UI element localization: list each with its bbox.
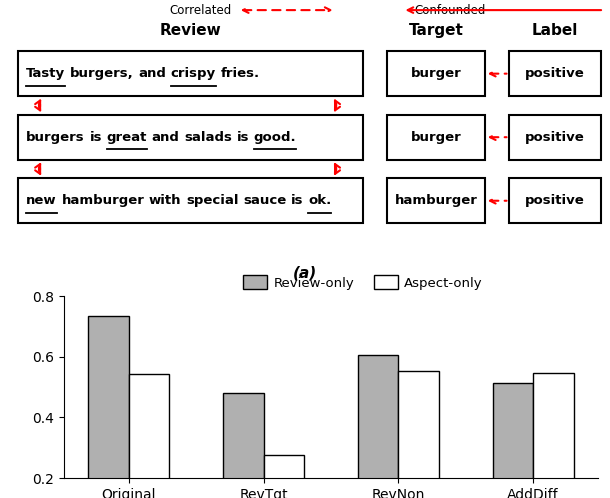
FancyBboxPatch shape (387, 178, 485, 223)
Text: crispy: crispy (171, 67, 216, 80)
Text: is: is (291, 194, 304, 207)
Bar (493, 382, 533, 498)
Text: good.: good. (254, 130, 296, 144)
Text: Tasty: Tasty (26, 67, 65, 80)
Text: Label: Label (532, 23, 578, 38)
Text: Target: Target (409, 23, 464, 38)
Text: with: with (149, 194, 182, 207)
FancyBboxPatch shape (18, 115, 363, 159)
Text: Correlated: Correlated (170, 3, 232, 16)
Text: Review: Review (160, 23, 221, 38)
Text: special: special (186, 194, 239, 207)
Text: new: new (26, 194, 57, 207)
Text: fries.: fries. (221, 67, 260, 80)
Bar (129, 374, 169, 498)
Text: positive: positive (525, 130, 585, 144)
Text: is: is (90, 130, 102, 144)
Text: burgers,: burgers, (70, 67, 134, 80)
Text: and: and (152, 130, 179, 144)
Text: sauce: sauce (243, 194, 287, 207)
Text: is: is (237, 130, 249, 144)
Text: Confounded: Confounded (415, 3, 486, 16)
Text: hamburger: hamburger (62, 194, 145, 207)
Text: salads: salads (184, 130, 232, 144)
Bar (398, 371, 439, 498)
Text: burger: burger (411, 130, 462, 144)
Text: burger: burger (411, 67, 462, 80)
Text: (a): (a) (293, 265, 317, 280)
Bar (264, 455, 304, 498)
FancyBboxPatch shape (509, 51, 601, 96)
FancyBboxPatch shape (509, 178, 601, 223)
Text: great: great (107, 130, 147, 144)
Text: positive: positive (525, 67, 585, 80)
Bar (358, 356, 398, 498)
FancyBboxPatch shape (18, 178, 363, 223)
Text: ok.: ok. (308, 194, 331, 207)
Text: hamburger: hamburger (395, 194, 478, 207)
Legend: Review-only, Aspect-only: Review-only, Aspect-only (238, 270, 488, 295)
Bar (223, 393, 264, 498)
FancyBboxPatch shape (387, 115, 485, 159)
Text: and: and (138, 67, 167, 80)
FancyBboxPatch shape (509, 115, 601, 159)
Text: positive: positive (525, 194, 585, 207)
FancyBboxPatch shape (18, 51, 363, 96)
Bar (88, 316, 129, 498)
FancyBboxPatch shape (387, 51, 485, 96)
Text: burgers: burgers (26, 130, 85, 144)
Bar (533, 373, 573, 498)
